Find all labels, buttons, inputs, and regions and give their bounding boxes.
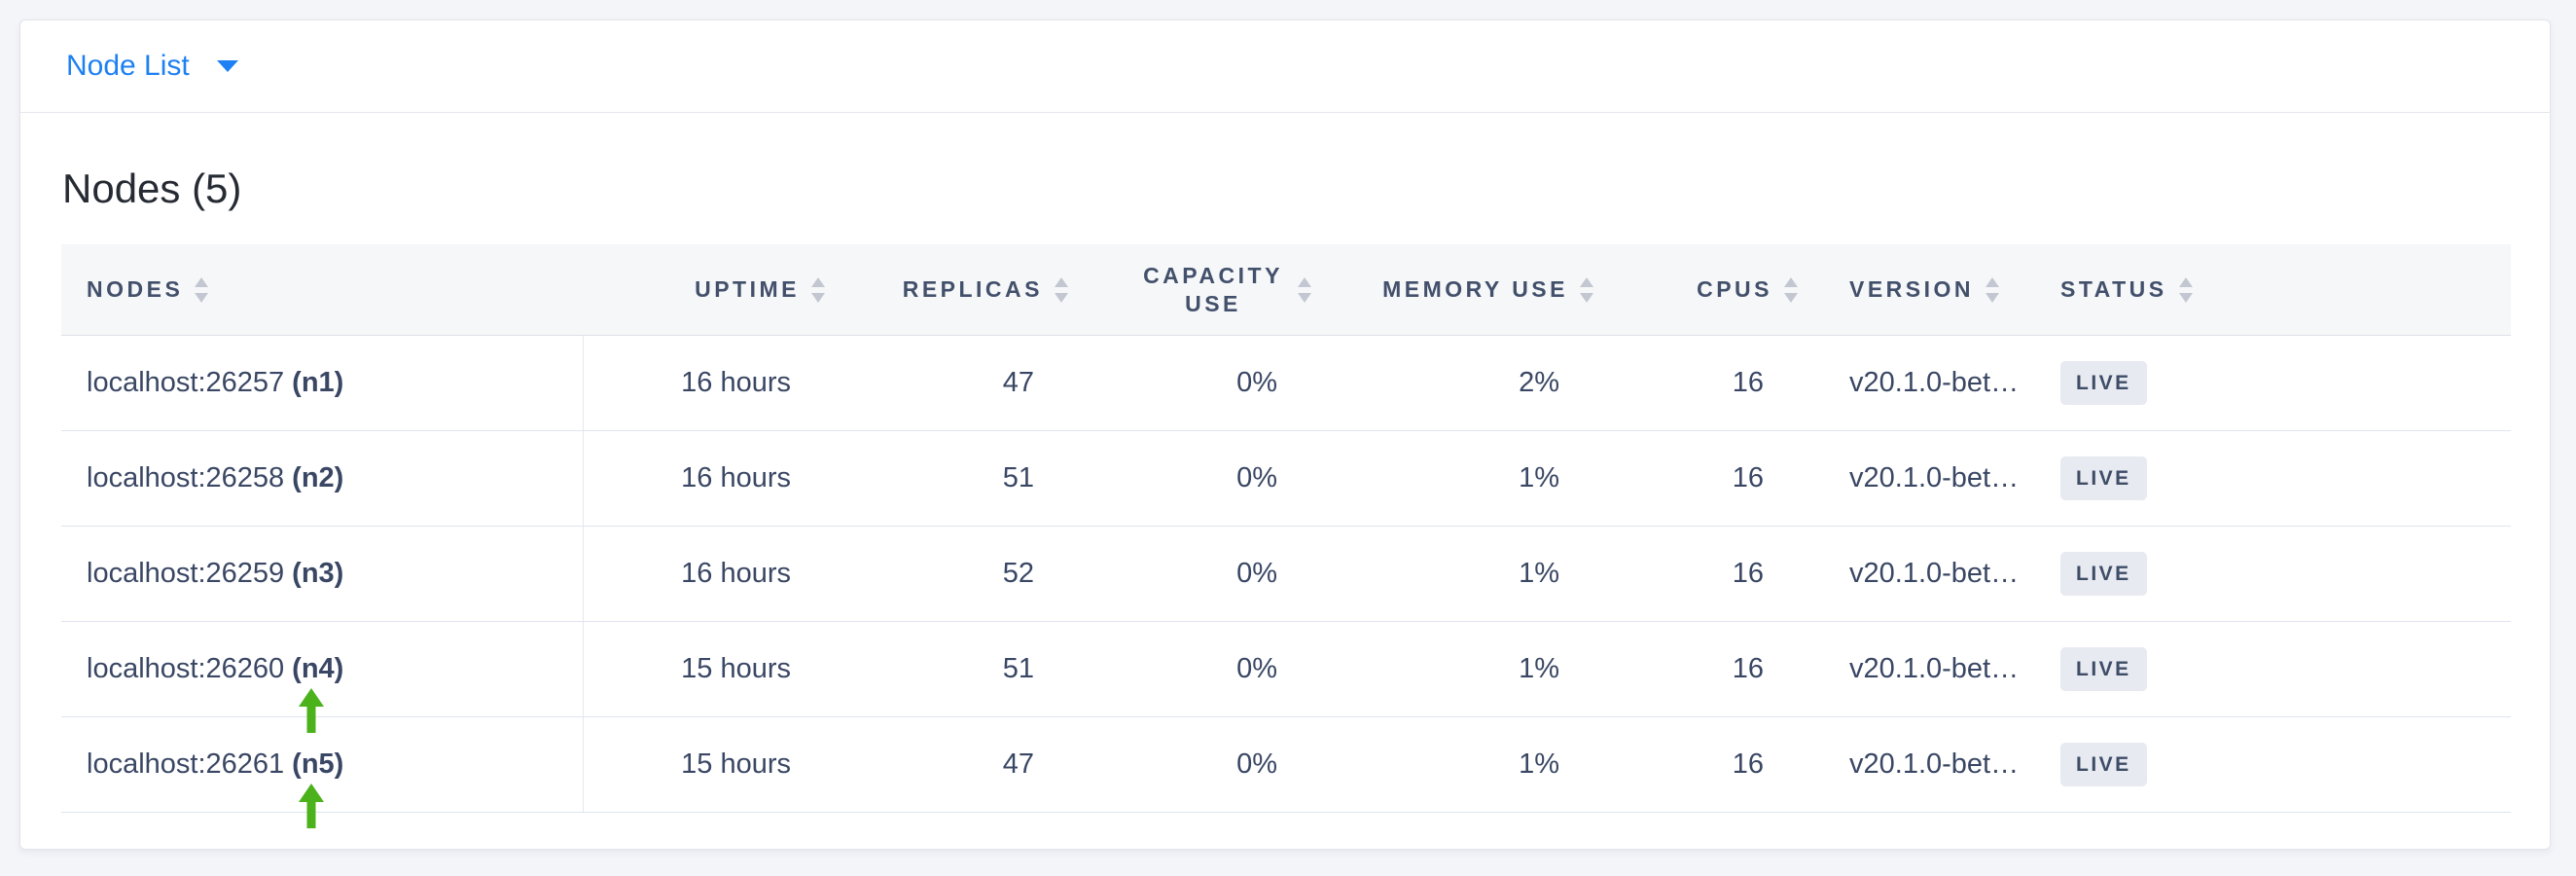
cpus-cell: 16 <box>1616 716 1820 813</box>
node-address-cell: localhost:26260 (n4) <box>61 621 584 733</box>
status-cell: LIVE <box>2039 621 2511 717</box>
capacity-use-cell: 0% <box>1091 621 1334 717</box>
memory-use-cell: 1% <box>1334 430 1616 527</box>
table-row: localhost:26260 (n4) 15 hours 51 0% 1% 16… <box>61 621 2511 733</box>
capacity-use-cell: 0% <box>1091 430 1334 527</box>
memory-use-cell: 2% <box>1334 335 1616 431</box>
column-header-cpus[interactable]: CPUS <box>1616 244 1820 336</box>
replicas-cell: 47 <box>847 716 1091 813</box>
sort-icon <box>1986 276 2000 303</box>
column-header-memory-use[interactable]: MEMORY USE <box>1334 244 1616 336</box>
status-cell: LIVE <box>2039 430 2511 527</box>
node-address: localhost:26258 <box>87 462 285 493</box>
sort-icon <box>2178 276 2193 303</box>
node-address-cell: localhost:26257 (n1) <box>61 335 584 431</box>
table-header-row: NODES UPTIME REPLICAS <box>61 244 2511 336</box>
version-cell: v20.1.0-bet… <box>1820 526 2039 622</box>
status-badge: LIVE <box>2060 743 2147 786</box>
capacity-use-cell: 0% <box>1091 716 1334 813</box>
column-header-status[interactable]: STATUS <box>2039 244 2511 336</box>
memory-use-cell: 1% <box>1334 716 1616 813</box>
green-up-arrow-icon <box>299 784 324 828</box>
card-body: Nodes (5) NODES UPTIME <box>20 113 2550 852</box>
memory-use-cell: 1% <box>1334 621 1616 717</box>
table-row: localhost:26259 (n3) 16 hours 52 0% 1% 16… <box>61 526 2511 622</box>
replicas-cell: 47 <box>847 335 1091 431</box>
node-address-cell: localhost:26258 (n2) <box>61 430 584 527</box>
column-header-uptime[interactable]: UPTIME <box>583 244 847 336</box>
node-list-dropdown-label: Node List <box>66 50 190 82</box>
sort-icon <box>1055 276 1068 303</box>
status-cell: LIVE <box>2039 335 2511 431</box>
column-header-version[interactable]: VERSION <box>1820 244 2039 336</box>
uptime-cell: 15 hours <box>583 621 847 717</box>
node-address-cell: localhost:26259 (n3) <box>61 526 584 622</box>
replicas-cell: 51 <box>847 621 1091 717</box>
version-cell: v20.1.0-bet… <box>1820 621 2039 717</box>
status-cell: LIVE <box>2039 716 2511 813</box>
page-title: Nodes (5) <box>62 165 242 211</box>
version-cell: v20.1.0-bet… <box>1820 716 2039 813</box>
node-address-cell: localhost:26261 (n5) <box>61 716 584 828</box>
uptime-cell: 16 hours <box>583 430 847 527</box>
nodes-table: NODES UPTIME REPLICAS <box>61 244 2511 828</box>
cpus-cell: 16 <box>1616 621 1820 717</box>
cpus-cell: 16 <box>1616 335 1820 431</box>
table-row: localhost:26261 (n5) 15 hours 47 0% 1% 16… <box>61 716 2511 828</box>
uptime-cell: 15 hours <box>583 716 847 813</box>
uptime-cell: 16 hours <box>583 526 847 622</box>
node-address: localhost:26259 <box>87 558 285 589</box>
table-row: localhost:26258 (n2) 16 hours 51 0% 1% 16… <box>61 430 2511 527</box>
sort-icon <box>1580 276 1593 303</box>
node-address: localhost:26261 <box>87 748 285 780</box>
capacity-use-cell: 0% <box>1091 335 1334 431</box>
version-cell: v20.1.0-bet… <box>1820 335 2039 431</box>
node-address: localhost:26257 <box>87 367 285 398</box>
status-badge: LIVE <box>2060 456 2147 500</box>
replicas-cell: 51 <box>847 430 1091 527</box>
node-id: (n2) <box>292 462 344 493</box>
sort-icon <box>1298 276 1311 303</box>
node-id: (n5) <box>292 748 344 780</box>
replicas-cell: 52 <box>847 526 1091 622</box>
green-up-arrow-icon <box>299 688 324 733</box>
column-header-nodes[interactable]: NODES <box>61 244 583 336</box>
sort-icon <box>811 276 825 303</box>
status-badge: LIVE <box>2060 647 2147 691</box>
sort-icon <box>1784 276 1798 303</box>
uptime-cell: 16 hours <box>583 335 847 431</box>
node-list-card: Node List Nodes (5) NODES <box>19 19 2551 850</box>
node-id: (n4) <box>292 653 344 684</box>
memory-use-cell: 1% <box>1334 526 1616 622</box>
table-row: localhost:26257 (n1) 16 hours 47 0% 2% 16… <box>61 335 2511 431</box>
cpus-cell: 16 <box>1616 526 1820 622</box>
node-id: (n1) <box>292 367 344 398</box>
version-cell: v20.1.0-bet… <box>1820 430 2039 527</box>
chevron-down-icon <box>216 60 238 72</box>
node-list-dropdown[interactable]: Node List <box>66 52 238 81</box>
status-badge: LIVE <box>2060 552 2147 596</box>
node-address: localhost:26260 <box>87 653 285 684</box>
status-cell: LIVE <box>2039 526 2511 622</box>
cpus-cell: 16 <box>1616 430 1820 527</box>
column-header-capacity-use[interactable]: CAPACITY USE <box>1091 244 1334 336</box>
capacity-use-cell: 0% <box>1091 526 1334 622</box>
status-badge: LIVE <box>2060 361 2147 405</box>
sort-icon <box>195 276 209 303</box>
card-header: Node List <box>20 20 2550 113</box>
node-id: (n3) <box>292 558 344 589</box>
column-header-replicas[interactable]: REPLICAS <box>847 244 1091 336</box>
